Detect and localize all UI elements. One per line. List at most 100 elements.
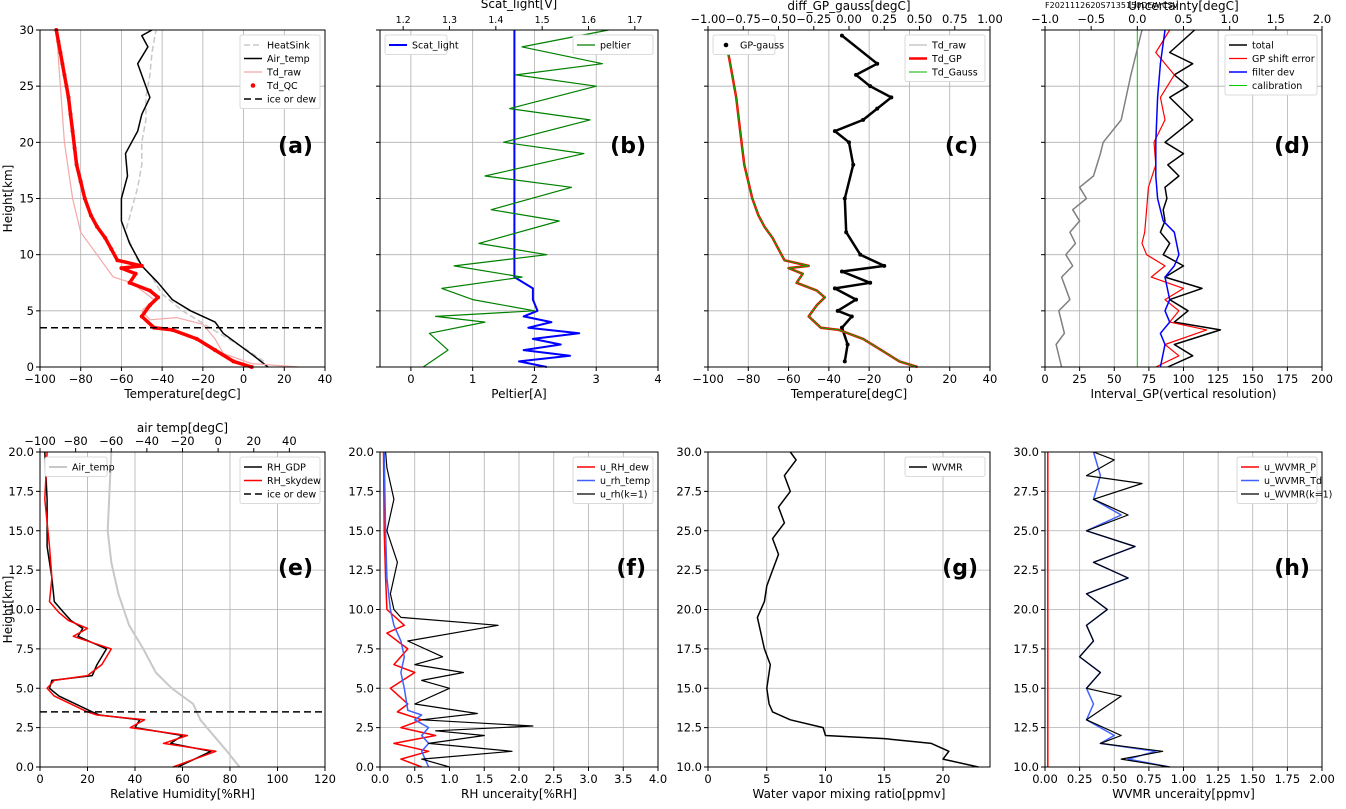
y-tick-label: 25 xyxy=(19,79,34,93)
data-point xyxy=(842,359,847,364)
legend-label: ice or dew xyxy=(267,95,316,106)
x-tick-label: 0 xyxy=(906,372,913,386)
x2-tick-label: 1.2 xyxy=(396,15,411,26)
x2-tick-label: −60 xyxy=(99,434,123,448)
y-tick-label: 7.5 xyxy=(16,642,34,656)
series-line xyxy=(383,451,430,768)
legend-label: HeatSink xyxy=(267,41,310,52)
x-tick-label: −20 xyxy=(191,372,215,386)
x2-tick-label: 0.5 xyxy=(1174,12,1192,26)
y-tick-label: 5.0 xyxy=(16,681,34,695)
legend-label: RH_GDP xyxy=(267,463,306,474)
x-tick-label: 0 xyxy=(1041,372,1048,386)
x-axis-label: Water vapor mixing ratio[ppmv] xyxy=(752,787,945,801)
x2-tick-label: −0.5 xyxy=(1077,12,1105,26)
legend-box xyxy=(384,34,448,55)
data-point xyxy=(147,288,152,293)
y-tick-label: 10.0 xyxy=(676,760,702,774)
x2-tick-label: 1.7 xyxy=(627,15,642,26)
x2-tick-label: 1.0 xyxy=(1221,12,1239,26)
data-point xyxy=(74,162,79,167)
y-tick-label: 20 xyxy=(19,135,34,149)
legend-box xyxy=(239,34,321,109)
x-tick-label: 100 xyxy=(267,772,289,786)
legend-label: Td_Gauss xyxy=(931,68,978,79)
y-tick-label: 0 xyxy=(27,360,34,374)
x-tick-label: −40 xyxy=(817,372,841,386)
x2-tick-label: 0.50 xyxy=(907,12,933,26)
axes-frame xyxy=(379,29,659,368)
data-point xyxy=(170,327,175,332)
data-point xyxy=(66,95,71,100)
x2-tick-label: 1.3 xyxy=(442,15,457,26)
x2-axis-label: air temp[degC] xyxy=(137,421,228,435)
x-tick-label: 0.75 xyxy=(1136,772,1162,786)
axes-frame xyxy=(1044,451,1323,768)
legend-label: u_WVMR_Td xyxy=(1264,476,1322,487)
data-point xyxy=(889,95,894,100)
x-tick-label: 200 xyxy=(1311,372,1333,386)
data-point xyxy=(849,314,854,319)
panel-g xyxy=(704,451,991,771)
legend-label: Td_raw xyxy=(931,41,966,52)
y-tick-label: 15 xyxy=(19,192,34,206)
x-tick-label: 0 xyxy=(36,772,43,786)
panel-f xyxy=(376,451,659,771)
x2-tick-label: 1.00 xyxy=(977,12,1003,26)
y-tick-label: 27.5 xyxy=(1013,484,1039,498)
data-point xyxy=(103,235,108,240)
x-tick-label: −40 xyxy=(150,372,174,386)
legend-label: Td_raw xyxy=(266,68,301,79)
x-tick-label: 0.0 xyxy=(371,772,389,786)
y-axis-label: Height[km] xyxy=(1,165,15,233)
series-line xyxy=(1141,29,1208,368)
axes-frame xyxy=(379,451,659,768)
legend-box xyxy=(239,456,321,504)
x2-tick-label: −0.50 xyxy=(761,12,796,26)
x-tick-label: 4 xyxy=(654,372,661,386)
x2-tick-label: 0.00 xyxy=(836,12,862,26)
x-axis-label: Temperature[degC] xyxy=(123,387,240,401)
data-point xyxy=(127,280,132,285)
legend-label: peltier xyxy=(600,41,631,52)
panel-d xyxy=(1041,26,1323,371)
x-tick-label: 0 xyxy=(407,372,414,386)
y-tick-label: 22.5 xyxy=(676,563,702,577)
x-tick-label: 1.25 xyxy=(1205,772,1231,786)
x2-tick-label: −40 xyxy=(135,434,159,448)
series-line xyxy=(513,30,581,368)
x2-tick-label: 1.6 xyxy=(581,15,596,26)
x2-tick-label: −1.00 xyxy=(690,12,725,26)
y-tick-label: 27.5 xyxy=(676,484,702,498)
axes-frame xyxy=(707,29,991,368)
x2-tick-label: −20 xyxy=(170,434,194,448)
series-line xyxy=(756,451,979,768)
data-point xyxy=(832,286,837,291)
data-point xyxy=(56,39,61,44)
x-tick-label: 175 xyxy=(1276,372,1298,386)
y-tick-label: 15.0 xyxy=(1013,681,1039,695)
series-line xyxy=(382,451,437,768)
legend-marker xyxy=(250,83,256,88)
x2-tick-label: 0.0 xyxy=(1128,12,1146,26)
data-point xyxy=(832,129,837,134)
x-tick-label: 3.5 xyxy=(614,772,632,786)
x-tick-label: 5 xyxy=(763,772,770,786)
legend-box xyxy=(904,456,986,477)
x-tick-label: 1 xyxy=(469,372,476,386)
x-tick-label: 1.0 xyxy=(440,772,458,786)
x-tick-label: 40 xyxy=(128,772,143,786)
series-line xyxy=(385,451,534,768)
data-point xyxy=(858,252,863,257)
y-tick-label: 12.5 xyxy=(348,563,374,577)
legend-label: Scat_light xyxy=(412,41,459,52)
legend-box xyxy=(572,456,654,504)
y-tick-label: 20.0 xyxy=(348,445,374,459)
data-point xyxy=(847,140,851,145)
data-point xyxy=(68,112,73,117)
x-axis-label: Interval_GP(vertical resolution) xyxy=(1091,387,1277,401)
legend-label: Td_QC xyxy=(266,81,298,92)
series-line xyxy=(1155,29,1180,368)
data-point xyxy=(875,61,880,66)
